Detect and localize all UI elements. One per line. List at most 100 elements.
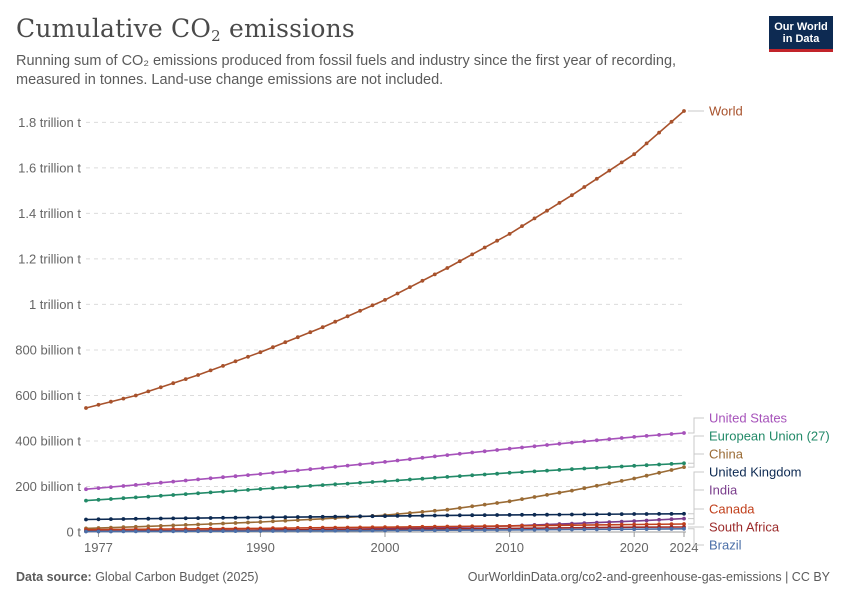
data-point[interactable] bbox=[308, 484, 313, 488]
data-point[interactable] bbox=[295, 335, 300, 340]
data-point[interactable] bbox=[582, 466, 587, 471]
data-point[interactable] bbox=[669, 517, 674, 522]
data-point[interactable] bbox=[171, 523, 176, 528]
data-point[interactable] bbox=[545, 468, 549, 473]
data-point[interactable] bbox=[445, 475, 450, 479]
data-point[interactable] bbox=[495, 528, 499, 532]
data-point[interactable] bbox=[333, 514, 338, 519]
data-point[interactable] bbox=[408, 457, 412, 462]
data-point[interactable] bbox=[208, 490, 213, 495]
data-point[interactable] bbox=[271, 486, 275, 491]
data-point[interactable] bbox=[208, 529, 213, 534]
series-label[interactable]: United States bbox=[709, 411, 788, 426]
data-point[interactable] bbox=[657, 517, 661, 522]
data-point[interactable] bbox=[607, 168, 612, 173]
data-point[interactable] bbox=[507, 232, 512, 236]
data-point[interactable] bbox=[607, 465, 612, 469]
data-point[interactable] bbox=[183, 523, 188, 527]
data-point[interactable] bbox=[246, 488, 250, 492]
data-point[interactable] bbox=[258, 472, 263, 476]
data-point[interactable] bbox=[470, 450, 475, 455]
data-point[interactable] bbox=[657, 512, 661, 516]
data-point[interactable] bbox=[682, 461, 686, 466]
series-line[interactable] bbox=[85, 466, 685, 530]
data-point[interactable] bbox=[84, 406, 88, 410]
data-point[interactable] bbox=[196, 477, 201, 482]
data-point[interactable] bbox=[532, 444, 537, 449]
data-point[interactable] bbox=[445, 528, 450, 533]
data-point[interactable] bbox=[520, 512, 524, 517]
data-point[interactable] bbox=[333, 482, 338, 487]
data-point[interactable] bbox=[283, 469, 288, 474]
data-point[interactable] bbox=[545, 527, 549, 532]
data-point[interactable] bbox=[557, 201, 562, 205]
data-point[interactable] bbox=[594, 483, 599, 488]
data-point[interactable] bbox=[370, 461, 375, 465]
data-point[interactable] bbox=[383, 479, 387, 484]
data-point[interactable] bbox=[482, 513, 487, 517]
data-point[interactable] bbox=[271, 515, 275, 520]
data-point[interactable] bbox=[208, 476, 213, 481]
data-point[interactable] bbox=[582, 185, 587, 189]
data-point[interactable] bbox=[271, 519, 275, 524]
data-point[interactable] bbox=[420, 278, 425, 283]
data-point[interactable] bbox=[682, 465, 686, 469]
data-point[interactable] bbox=[669, 468, 674, 472]
data-point[interactable] bbox=[507, 513, 512, 517]
data-point[interactable] bbox=[370, 528, 375, 533]
data-point[interactable] bbox=[445, 513, 450, 518]
data-point[interactable] bbox=[408, 511, 412, 515]
data-point[interactable] bbox=[146, 516, 151, 521]
series-label[interactable]: European Union (27) bbox=[709, 429, 830, 444]
data-point[interactable] bbox=[545, 523, 549, 528]
data-point[interactable] bbox=[682, 511, 686, 516]
data-point[interactable] bbox=[420, 528, 425, 533]
data-point[interactable] bbox=[383, 514, 387, 518]
data-point[interactable] bbox=[657, 527, 661, 531]
data-point[interactable] bbox=[233, 359, 238, 364]
data-point[interactable] bbox=[121, 529, 126, 534]
data-point[interactable] bbox=[345, 514, 350, 519]
data-point[interactable] bbox=[271, 345, 275, 350]
data-point[interactable] bbox=[457, 506, 462, 510]
data-point[interactable] bbox=[395, 291, 400, 296]
data-point[interactable] bbox=[146, 481, 151, 486]
data-point[interactable] bbox=[333, 319, 338, 324]
data-point[interactable] bbox=[420, 476, 425, 481]
data-point[interactable] bbox=[158, 480, 163, 485]
data-point[interactable] bbox=[607, 527, 612, 532]
data-point[interactable] bbox=[682, 526, 686, 531]
series-brazil[interactable] bbox=[84, 526, 686, 534]
data-point[interactable] bbox=[133, 516, 138, 521]
data-point[interactable] bbox=[96, 529, 101, 534]
data-point[interactable] bbox=[146, 494, 151, 499]
data-point[interactable] bbox=[607, 520, 612, 524]
data-point[interactable] bbox=[644, 518, 649, 523]
data-point[interactable] bbox=[457, 451, 462, 456]
data-point[interactable] bbox=[158, 529, 163, 534]
data-point[interactable] bbox=[669, 527, 674, 531]
data-point[interactable] bbox=[457, 259, 462, 264]
data-point[interactable] bbox=[246, 354, 250, 359]
data-point[interactable] bbox=[295, 515, 300, 519]
data-point[interactable] bbox=[395, 478, 400, 483]
data-point[interactable] bbox=[619, 160, 624, 165]
data-point[interactable] bbox=[183, 478, 188, 483]
data-point[interactable] bbox=[171, 516, 176, 521]
data-point[interactable] bbox=[395, 528, 400, 533]
data-point[interactable] bbox=[445, 266, 450, 270]
data-point[interactable] bbox=[183, 516, 188, 521]
data-point[interactable] bbox=[408, 528, 412, 533]
data-point[interactable] bbox=[308, 528, 313, 533]
data-point[interactable] bbox=[482, 245, 487, 250]
data-point[interactable] bbox=[96, 402, 101, 407]
data-point[interactable] bbox=[669, 119, 674, 124]
data-point[interactable] bbox=[420, 513, 425, 518]
data-point[interactable] bbox=[470, 252, 475, 257]
data-point[interactable] bbox=[221, 529, 225, 533]
series-united-states[interactable] bbox=[84, 431, 686, 492]
data-point[interactable] bbox=[345, 528, 350, 533]
data-point[interactable] bbox=[594, 523, 599, 527]
data-point[interactable] bbox=[196, 373, 201, 377]
data-point[interactable] bbox=[644, 473, 649, 478]
